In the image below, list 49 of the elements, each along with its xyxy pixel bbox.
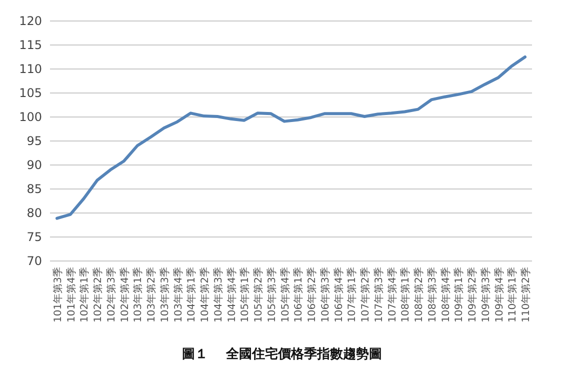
x-tick-label: 103年第1季 xyxy=(132,267,144,322)
x-tick-label: 108年第3季 xyxy=(426,267,438,322)
y-tick-label: 70 xyxy=(26,254,42,268)
x-tick-label: 105年第1季 xyxy=(239,267,252,322)
x-tick-label: 103年第3季 xyxy=(158,267,171,322)
text: 圖１ 全國住宅價格季指數趨勢圖 xyxy=(182,346,382,362)
x-tick-label: 108年第4季 xyxy=(440,267,452,322)
x-tick-label: 104年第1季 xyxy=(186,267,198,322)
y-tick-label: 110 xyxy=(19,62,42,76)
x-tick-label: 104年第2季 xyxy=(199,267,212,322)
x-tick-label: 106年第4季 xyxy=(332,267,345,322)
x-tick-label: 105年第4季 xyxy=(279,267,292,322)
y-tick-label: 75 xyxy=(26,230,42,244)
x-tick-label: 109年第2季 xyxy=(466,267,479,322)
x-tick-label: 104年第3季 xyxy=(212,267,224,322)
y-tick-label: 80 xyxy=(26,206,42,220)
x-tick-label: 106年第3季 xyxy=(319,267,332,322)
x-tick-label: 108年第1季 xyxy=(400,267,412,322)
y-tick-label: 120 xyxy=(19,14,42,28)
x-tick-label: 103年第2季 xyxy=(146,267,158,322)
y-tick-label: 100 xyxy=(19,110,42,124)
y-tick-label: 105 xyxy=(19,86,42,100)
x-tick-label: 108年第2季 xyxy=(413,267,426,322)
x-tick-label: 102年第2季 xyxy=(92,267,104,322)
x-tick-label: 101年第4季 xyxy=(65,267,78,322)
x-tick-label: 102年第4季 xyxy=(118,267,131,322)
x-tick-label: 109年第1季 xyxy=(453,267,466,322)
y-tick-label: 95 xyxy=(26,134,42,148)
x-tick-label: 103年第4季 xyxy=(172,267,184,322)
x-tick-label: 105年第3季 xyxy=(266,267,278,322)
x-tick-label: 106年第2季 xyxy=(306,267,318,322)
x-tick-label: 107年第3季 xyxy=(372,267,385,322)
line-series xyxy=(56,56,526,220)
x-tick-label: 107年第4季 xyxy=(386,267,398,322)
x-tick-label: 110年第1季 xyxy=(506,267,519,322)
x-tick-label: 110年第2季 xyxy=(520,267,532,322)
x-tick-label: 102年第3季 xyxy=(105,267,118,322)
x-tick-label: 106年第1季 xyxy=(292,267,305,322)
x-tick-label: 102年第1季 xyxy=(78,267,91,322)
x-tick-label: 105年第2季 xyxy=(252,267,265,322)
x-tick-label: 109年第3季 xyxy=(480,267,492,322)
x-tick-label: 101年第3季 xyxy=(52,267,64,322)
x-tick-label: 107年第2季 xyxy=(360,267,372,322)
y-tick-label: 115 xyxy=(19,38,42,52)
x-tick-label: 109年第4季 xyxy=(493,267,506,322)
y-tick-label: 90 xyxy=(26,158,42,172)
x-tick-label: 104年第4季 xyxy=(226,267,238,322)
x-tick-label: 107年第1季 xyxy=(346,267,358,322)
y-tick-label: 85 xyxy=(26,182,42,196)
